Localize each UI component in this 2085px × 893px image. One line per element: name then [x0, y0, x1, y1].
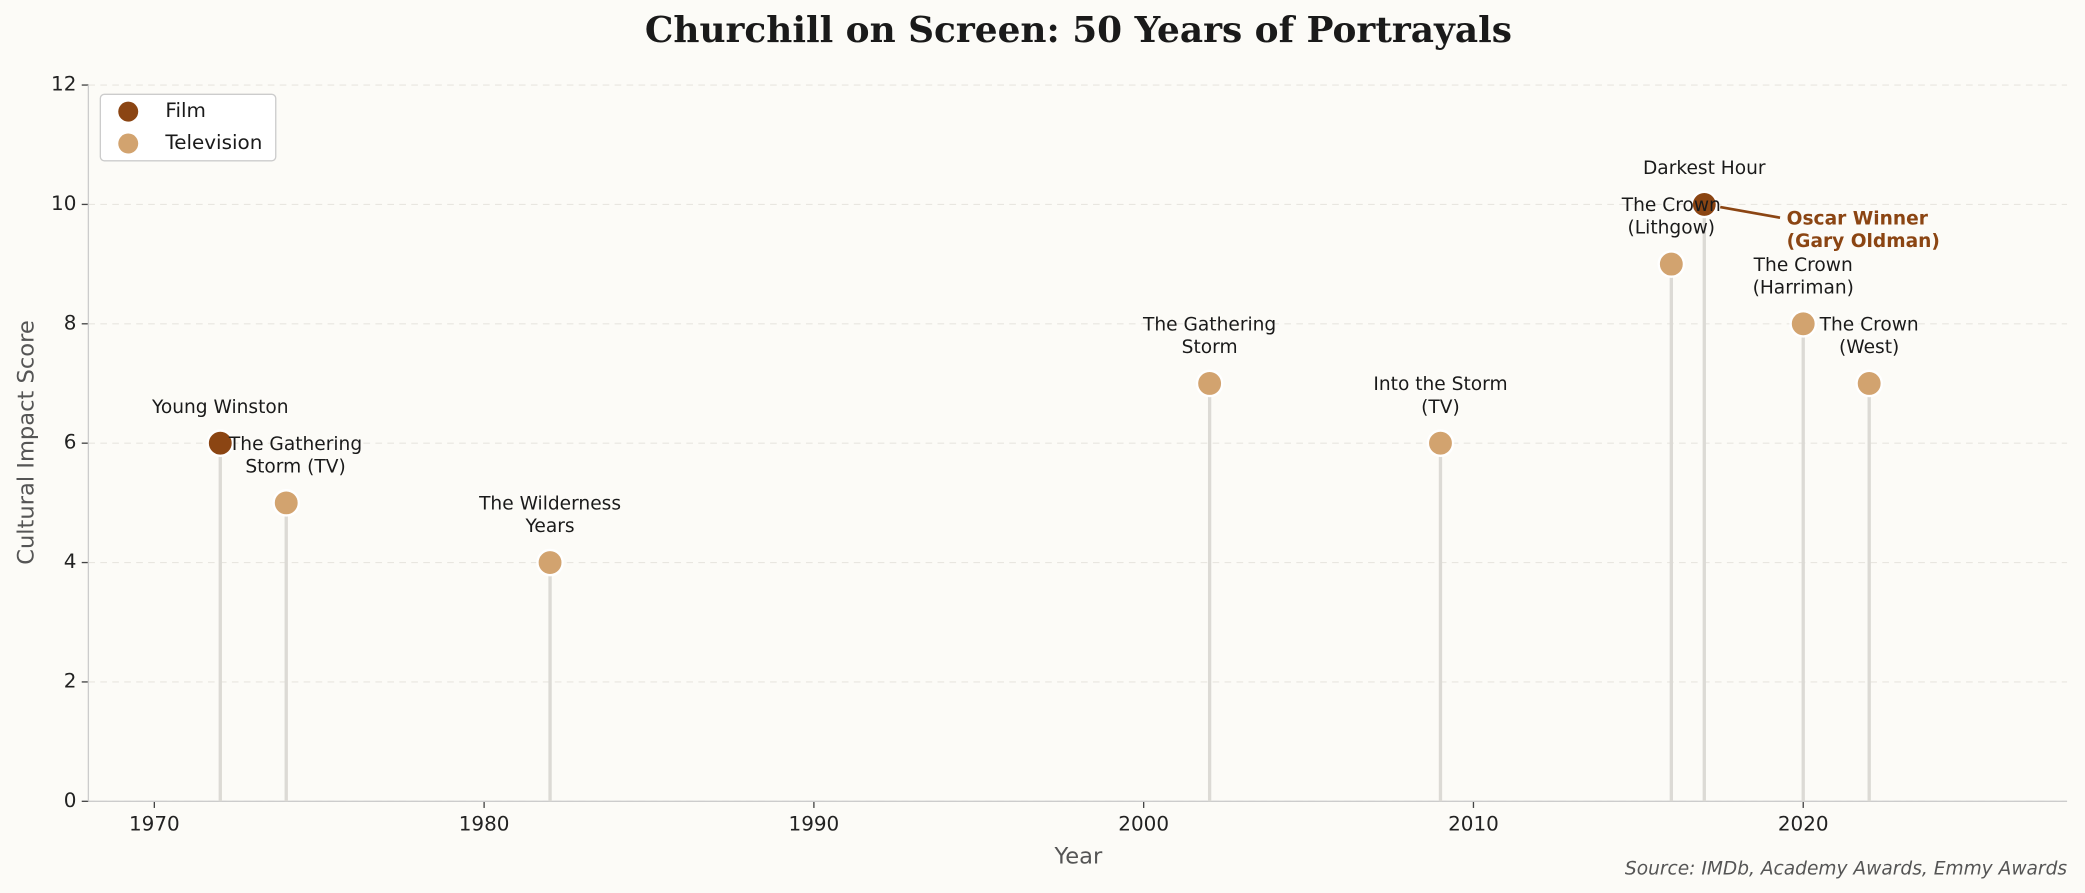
x-tick-label: 1980	[459, 813, 510, 836]
point-label: (West)	[1839, 337, 1899, 358]
source-note: Source: IMDb, Academy Awards, Emmy Award…	[1625, 859, 2067, 880]
x-tick-label: 2020	[1778, 813, 1829, 836]
point-label: Storm	[1182, 337, 1238, 358]
point-label: (Harriman)	[1753, 277, 1854, 298]
point	[1690, 190, 1719, 219]
point	[272, 489, 301, 517]
point	[536, 548, 564, 577]
x-tick-label: 2000	[1118, 813, 1169, 836]
y-tick-label: 6	[64, 431, 77, 454]
y-tick-label: 4	[64, 550, 77, 573]
point-label: The Gathering	[1142, 315, 1276, 336]
point-label: The Crown	[1621, 195, 1721, 216]
legend: Film Television	[99, 93, 277, 162]
legend-box	[99, 93, 277, 162]
point-label: Into the Storm	[1373, 374, 1507, 395]
point-label: The Wilderness	[478, 494, 621, 515]
annotation-text: (Gary Oldman)	[1787, 231, 1940, 252]
y-tick-label: 0	[64, 789, 77, 812]
x-tick-label: 1970	[129, 813, 180, 836]
legend-marker	[118, 101, 139, 122]
point-label: Storm (TV)	[245, 456, 345, 477]
y-tick-label: 8	[64, 311, 77, 334]
point-label: The Crown	[1819, 315, 1919, 336]
point-label: Years	[525, 516, 575, 537]
x-tick-label: 1990	[789, 813, 840, 836]
point-label: The Crown	[1753, 255, 1853, 276]
y-axis-label: Cultural Impact Score	[14, 320, 40, 565]
point	[1789, 309, 1818, 338]
point	[1657, 250, 1686, 278]
point	[1426, 429, 1455, 457]
point	[1195, 369, 1224, 398]
x-tick-label: 2010	[1448, 813, 1499, 836]
point-label: The Gathering	[228, 434, 362, 455]
chart-title: Churchill on Screen: 50 Years of Portray…	[645, 9, 1512, 51]
point-label: Young Winston	[151, 397, 289, 418]
y-tick-label: 12	[51, 73, 76, 96]
y-tick-label: 2	[64, 669, 77, 692]
point-label: (Lithgow)	[1628, 218, 1716, 239]
point-label: Darkest Hour	[1643, 158, 1766, 179]
annotation-arrow	[1720, 205, 1781, 220]
point-label: (TV)	[1421, 397, 1460, 418]
x-axis-label: Year	[1053, 844, 1103, 870]
legend-label: Television	[164, 131, 262, 154]
legend-marker	[118, 133, 139, 154]
point	[1855, 369, 1884, 398]
point	[206, 429, 235, 457]
annotation-text: Oscar Winner	[1787, 209, 1929, 230]
legend-label: Film	[165, 99, 205, 122]
y-tick-label: 10	[51, 192, 76, 215]
